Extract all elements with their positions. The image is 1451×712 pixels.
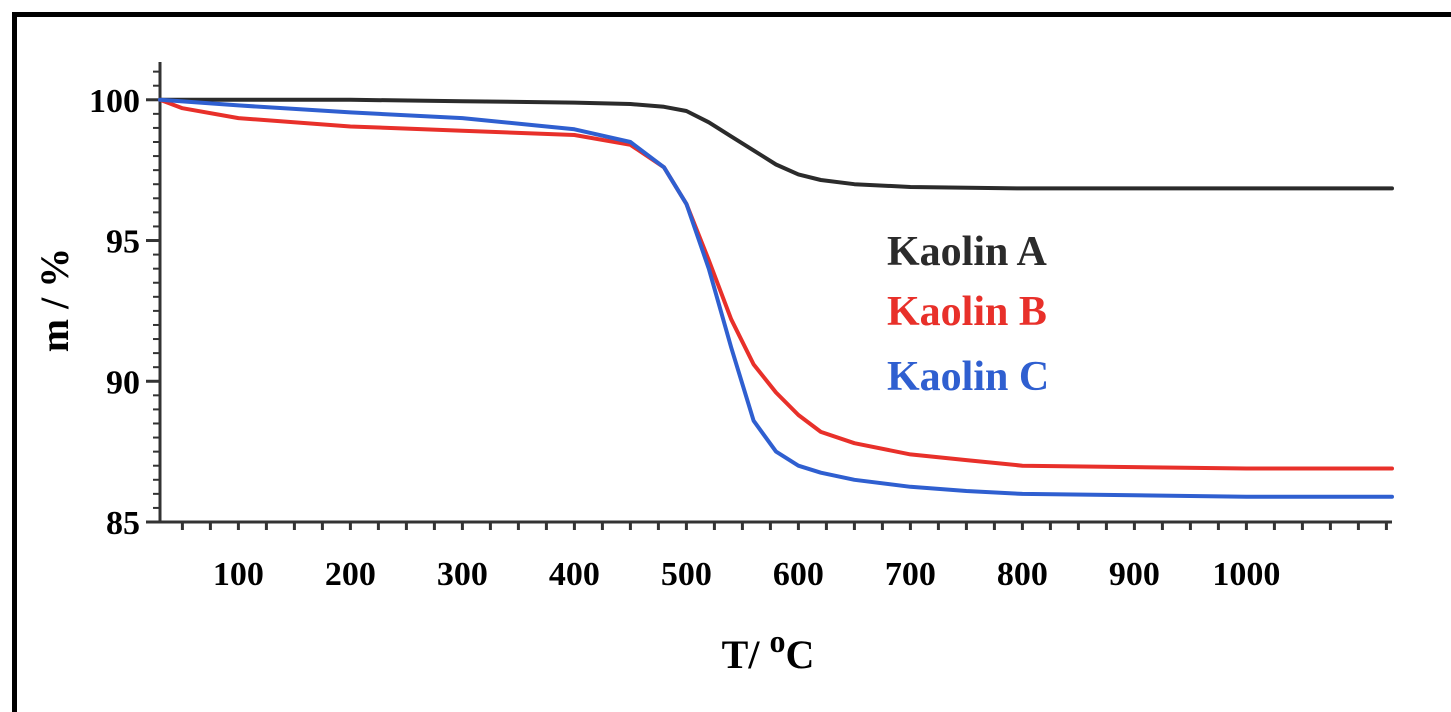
series-line-kaolin-c xyxy=(158,97,1394,499)
series-line-kaolin-b xyxy=(158,97,1394,471)
chart-frame xyxy=(12,12,1451,712)
x-axis-label: T/ oC xyxy=(722,623,815,677)
x-tick-label: 400 xyxy=(549,556,600,593)
x-tick-label: 600 xyxy=(773,556,824,593)
x-tick-label: 100 xyxy=(213,556,264,593)
y-tick-label: 100 xyxy=(89,83,140,120)
x-tick-label: 1000 xyxy=(1212,556,1280,593)
labels: 100 200 300 400 500 600 700 800 900 1000 85 90 95 100… xyxy=(32,83,1280,677)
series-layer xyxy=(158,97,1394,499)
legend-entry-kaolin-a: Kaolin A xyxy=(887,229,1048,275)
y-tick-label: 95 xyxy=(106,224,140,261)
x-tick-label: 300 xyxy=(437,556,488,593)
y-tick-label: 90 xyxy=(106,364,140,401)
axes xyxy=(146,62,1392,530)
legend-entry-kaolin-b: Kaolin B xyxy=(887,289,1047,335)
x-tick-label: 800 xyxy=(997,556,1048,593)
x-tick-label: 200 xyxy=(325,556,376,593)
y-axis-label: m / % xyxy=(32,248,77,352)
y-tick-label: 85 xyxy=(106,505,140,542)
x-tick-label: 900 xyxy=(1109,556,1160,593)
x-tick-label: 700 xyxy=(885,556,936,593)
series-line-kaolin-a xyxy=(158,97,1394,191)
legend-entry-kaolin-c: Kaolin C xyxy=(887,354,1049,400)
x-tick-label: 500 xyxy=(661,556,712,593)
